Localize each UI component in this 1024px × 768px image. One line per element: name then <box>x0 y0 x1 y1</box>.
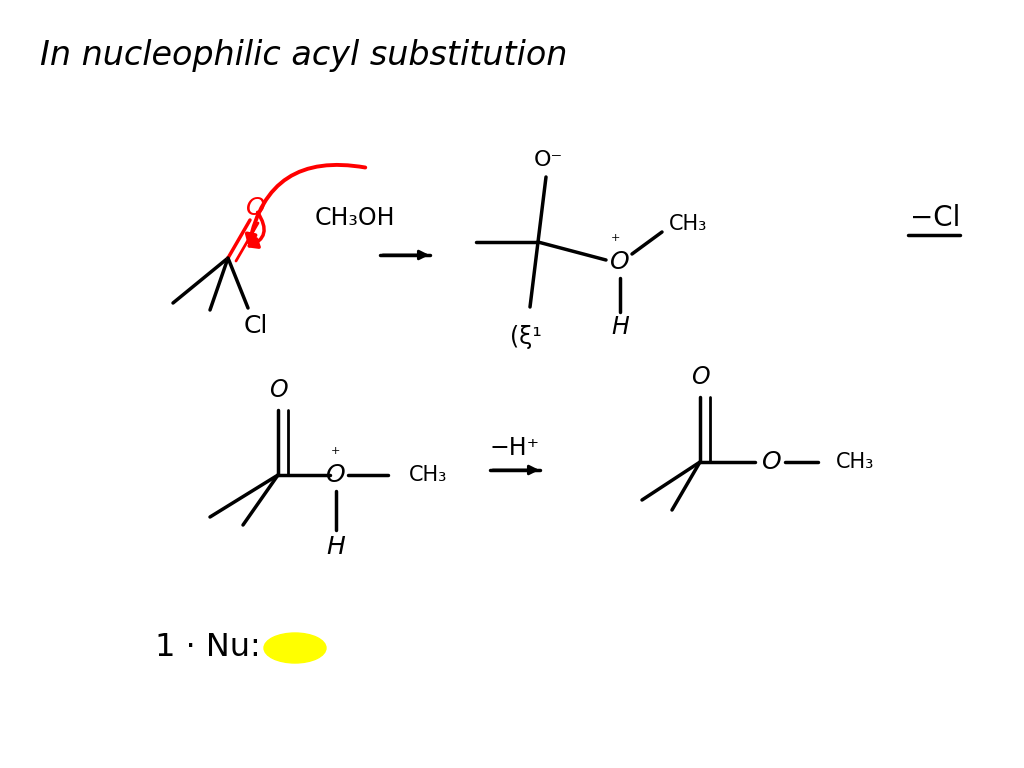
Text: O⁻: O⁻ <box>534 150 562 170</box>
Text: O: O <box>690 365 710 389</box>
Ellipse shape <box>264 633 326 663</box>
Text: CH₃: CH₃ <box>669 214 708 234</box>
Text: (ξ¹: (ξ¹ <box>510 325 542 349</box>
Text: O: O <box>762 450 781 474</box>
Text: Cl: Cl <box>244 314 268 338</box>
Text: In nucleophilic acyl substitution: In nucleophilic acyl substitution <box>40 38 567 71</box>
Text: 1 · Nu:: 1 · Nu: <box>155 633 261 664</box>
Text: CH₃OH: CH₃OH <box>314 206 395 230</box>
Text: O: O <box>610 250 630 274</box>
Text: O: O <box>246 196 266 220</box>
Text: O: O <box>268 378 288 402</box>
Text: ⁺: ⁺ <box>332 446 341 464</box>
Text: ⁺: ⁺ <box>611 233 621 251</box>
Text: −H⁺: −H⁺ <box>489 436 540 460</box>
Text: −Cl: −Cl <box>909 204 961 232</box>
Text: CH₃: CH₃ <box>836 452 874 472</box>
Text: H: H <box>611 315 629 339</box>
Text: H: H <box>327 535 345 559</box>
Text: CH₃: CH₃ <box>409 465 447 485</box>
Text: O: O <box>327 463 346 487</box>
